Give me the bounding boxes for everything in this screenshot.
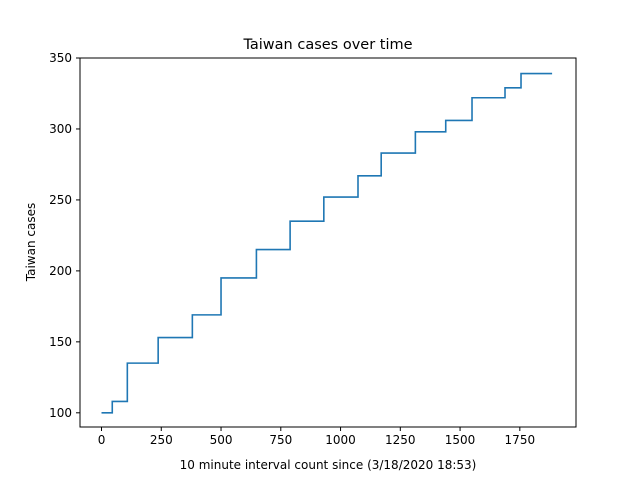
- x-tick-label: 250: [150, 433, 173, 447]
- y-tick-label: 150: [49, 335, 72, 349]
- y-tick-label: 300: [49, 122, 72, 136]
- y-axis: 100 150 200 250 300 350: [49, 51, 80, 420]
- y-tick-label: 100: [49, 406, 72, 420]
- axes-frame: [79, 57, 577, 428]
- x-tick-label: 1000: [325, 433, 356, 447]
- x-tick-label: 750: [269, 433, 292, 447]
- x-axis: 0 250 500 750 1000 1250 1500 1750: [98, 427, 535, 447]
- x-tick-label: 500: [210, 433, 233, 447]
- series-line-0: [101, 72, 553, 414]
- x-tick-label: 1250: [385, 433, 416, 447]
- y-tick-label: 200: [49, 264, 72, 278]
- y-tick-label: 250: [49, 193, 72, 207]
- chart-title: Taiwan cases over time: [242, 37, 412, 53]
- x-tick-label: 1750: [505, 433, 536, 447]
- y-axis-label: Taiwan cases: [24, 203, 38, 282]
- plot-content: [101, 72, 553, 414]
- x-tick-label: 1500: [445, 433, 476, 447]
- x-axis-label: 10 minute interval count since (3/18/202…: [180, 458, 477, 472]
- x-tick-label: 0: [98, 433, 106, 447]
- y-tick-label: 350: [49, 51, 72, 65]
